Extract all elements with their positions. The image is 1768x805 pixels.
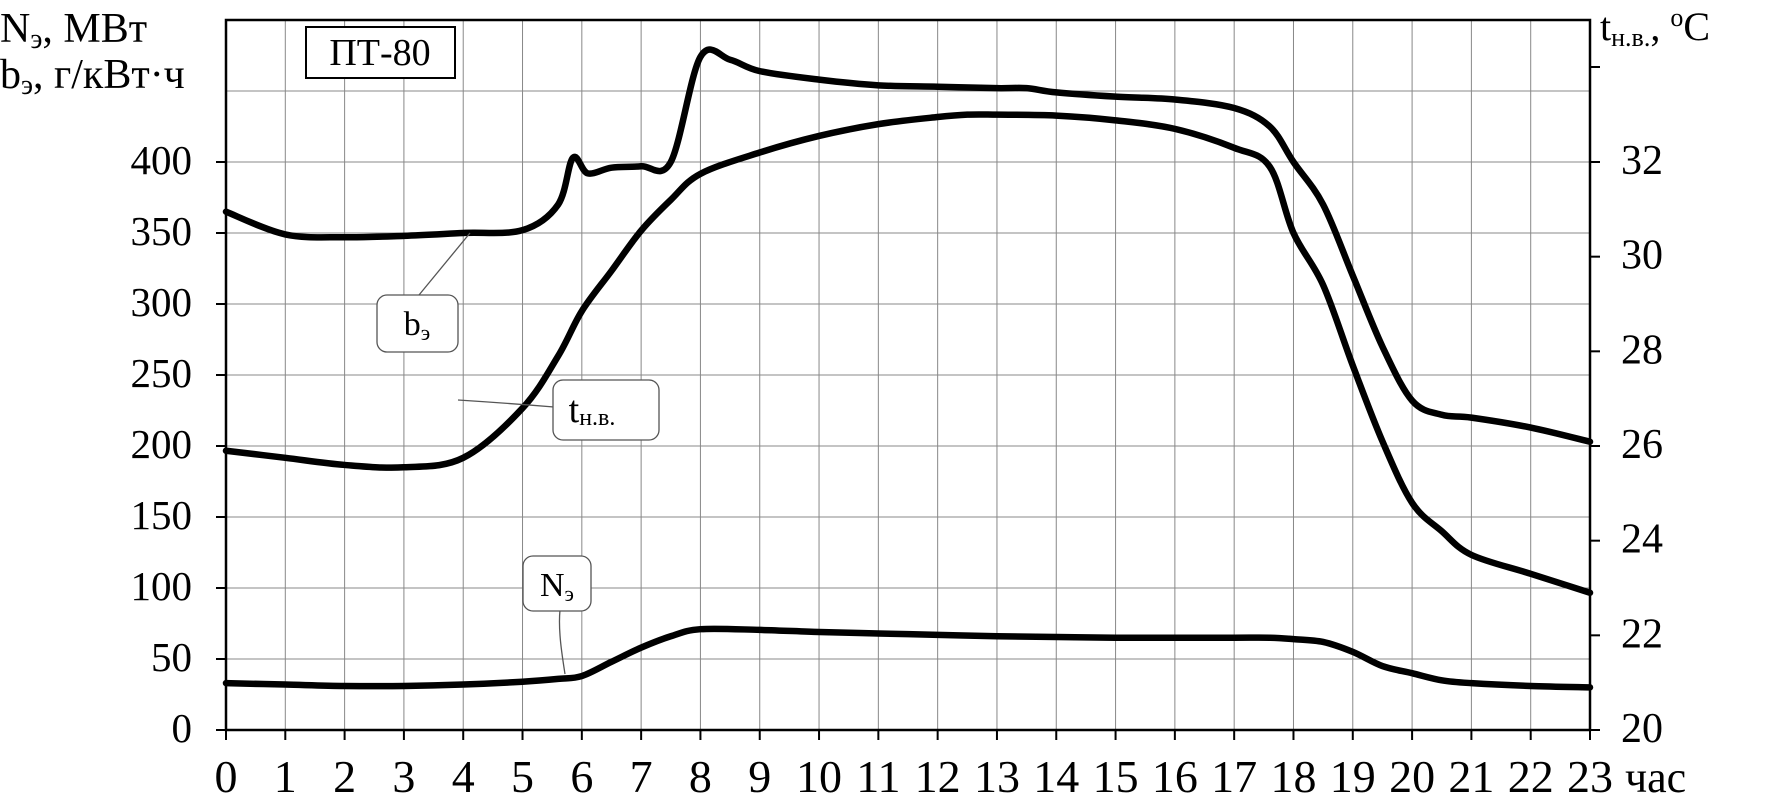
svg-text:16: 16 [1152, 751, 1198, 802]
svg-text:10: 10 [796, 751, 842, 802]
svg-text:23: 23 [1567, 751, 1613, 802]
svg-text:bэ, г/кВт·ч: bэ, г/кВт·ч [0, 52, 185, 101]
svg-text:21: 21 [1448, 751, 1494, 802]
svg-text:5: 5 [511, 751, 534, 802]
svg-text:18: 18 [1270, 751, 1316, 802]
svg-text:200: 200 [131, 421, 193, 467]
svg-text:20: 20 [1621, 706, 1663, 752]
svg-text:250: 250 [131, 350, 193, 396]
svg-text:26: 26 [1621, 422, 1663, 468]
svg-text:350: 350 [131, 208, 193, 254]
svg-text:24: 24 [1621, 517, 1663, 563]
svg-text:100: 100 [131, 563, 193, 609]
svg-text:400: 400 [131, 137, 193, 183]
svg-text:17: 17 [1211, 751, 1257, 802]
svg-text:Nэ, МВт: Nэ, МВт [0, 6, 147, 55]
svg-text:час: час [1625, 753, 1686, 802]
svg-text:19: 19 [1330, 751, 1376, 802]
svg-text:300: 300 [131, 279, 193, 325]
svg-text:13: 13 [974, 751, 1020, 802]
svg-text:28: 28 [1621, 327, 1663, 373]
svg-text:11: 11 [856, 751, 900, 802]
svg-text:150: 150 [131, 492, 193, 538]
svg-text:50: 50 [151, 634, 192, 680]
svg-text:1: 1 [274, 751, 297, 802]
svg-text:ПТ-80: ПТ-80 [329, 32, 430, 74]
svg-text:15: 15 [1093, 751, 1139, 802]
svg-text:0: 0 [215, 751, 238, 802]
svg-text:9: 9 [748, 751, 771, 802]
svg-text:30: 30 [1621, 233, 1663, 279]
svg-text:tн.в., oC: tн.в., oC [1600, 3, 1710, 52]
svg-text:20: 20 [1389, 751, 1435, 802]
svg-text:6: 6 [570, 751, 593, 802]
svg-text:14: 14 [1033, 751, 1079, 802]
svg-text:3: 3 [392, 751, 415, 802]
svg-text:32: 32 [1621, 138, 1663, 184]
svg-text:2: 2 [333, 751, 356, 802]
svg-text:22: 22 [1508, 751, 1554, 802]
svg-text:7: 7 [630, 751, 653, 802]
svg-text:8: 8 [689, 751, 712, 802]
svg-text:4: 4 [452, 751, 475, 802]
svg-text:0: 0 [172, 705, 193, 751]
svg-text:22: 22 [1621, 611, 1663, 657]
svg-text:12: 12 [915, 751, 961, 802]
